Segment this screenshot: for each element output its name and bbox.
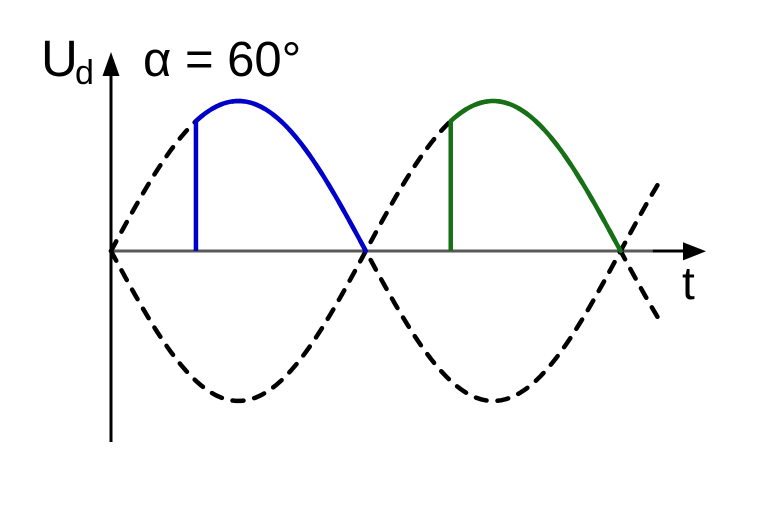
svg-text:U: U [41, 30, 78, 87]
svg-text:t: t [682, 257, 695, 309]
svg-text:d: d [75, 54, 94, 92]
svg-text:α = 60°: α = 60° [143, 33, 301, 87]
